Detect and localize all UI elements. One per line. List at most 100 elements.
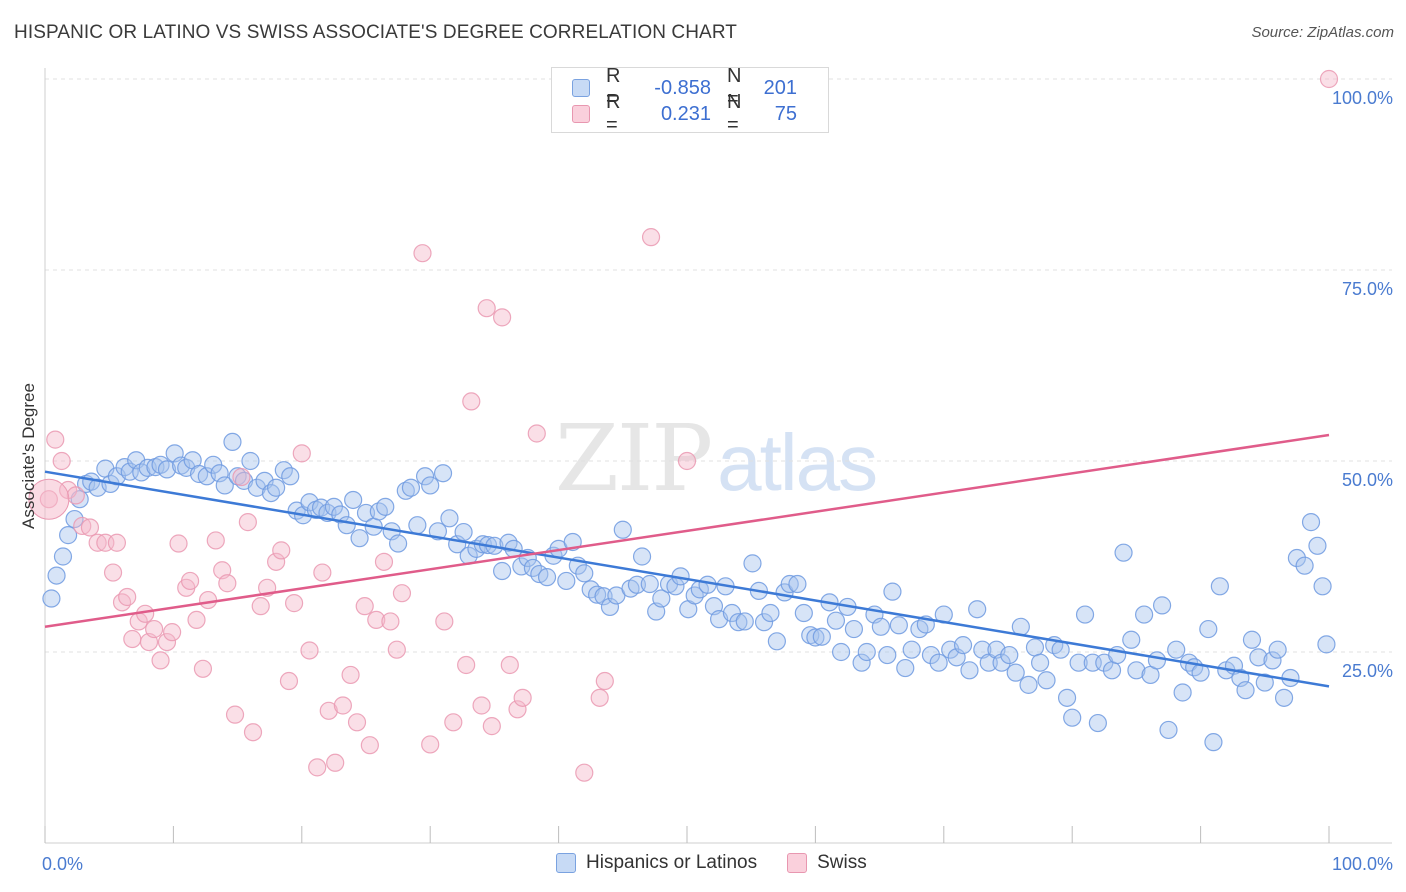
legend-swatch-blue [572, 79, 590, 97]
point-hispanics [1122, 630, 1141, 649]
point-hispanics [1075, 605, 1095, 624]
point-swiss [243, 723, 263, 742]
point-swiss [107, 533, 127, 552]
point-swiss [326, 753, 345, 772]
point-swiss [232, 467, 251, 487]
point-swiss [267, 552, 286, 571]
point-hispanics [1173, 683, 1192, 702]
point-swiss [52, 451, 71, 471]
point-swiss [118, 587, 137, 607]
point-hispanics [59, 526, 78, 545]
point-swiss [279, 671, 299, 691]
legend-r-label: R = [606, 91, 621, 136]
point-swiss [392, 584, 412, 603]
point-swiss [272, 541, 291, 560]
point-swiss [308, 758, 327, 777]
point-hispanics [953, 636, 973, 655]
point-hispanics [806, 628, 825, 647]
point-swiss [333, 696, 352, 715]
point-hispanics [722, 603, 742, 623]
point-swiss [677, 451, 697, 471]
point-swiss [367, 610, 386, 630]
point-hispanics [613, 520, 632, 539]
point-swiss [374, 552, 394, 571]
point-hispanics [300, 493, 319, 512]
point-hispanics [1152, 596, 1172, 615]
point-hispanics [1308, 536, 1327, 555]
x-tick-label-max: 100.0% [1332, 854, 1393, 874]
point-hispanics [331, 505, 350, 524]
point-hispanics [47, 566, 66, 585]
point-hispanics [1025, 638, 1045, 657]
point-swiss [444, 713, 463, 732]
point-swiss [590, 688, 609, 707]
point-hispanics [1268, 640, 1287, 659]
point-hispanics [389, 534, 408, 553]
point-hispanics [65, 509, 84, 529]
point-hispanics [1199, 619, 1218, 639]
point-hispanics [157, 460, 177, 479]
point-swiss [500, 655, 519, 675]
watermark-atlas: atlas [717, 418, 878, 507]
point-hispanics [1030, 653, 1050, 672]
point-hispanics [1249, 648, 1268, 667]
legend-swatch-blue [556, 853, 576, 873]
point-hispanics [960, 661, 979, 680]
point-hispanics [761, 603, 780, 623]
point-hispanics [921, 645, 941, 665]
point-swiss [157, 632, 177, 652]
grid-lines [45, 78, 1392, 653]
point-hispanics [594, 587, 613, 606]
point-hispanics [871, 617, 890, 636]
point-hispanics [1204, 733, 1223, 752]
point-hispanics [1255, 673, 1274, 692]
point-hispanics [344, 490, 363, 510]
point-swiss [421, 735, 440, 754]
point-hispanics [652, 589, 671, 608]
point-swiss [360, 736, 379, 755]
point-hispanics [812, 627, 831, 646]
point-swiss [381, 612, 400, 631]
point-swiss [462, 392, 481, 411]
point-hispanics [53, 547, 73, 566]
point-hispanics [754, 613, 774, 632]
y-tick-label: 25.0% [1342, 661, 1393, 681]
source-label: Source: ZipAtlas.com [1251, 24, 1394, 41]
watermark: ZIPatlas [555, 405, 878, 512]
point-swiss [238, 513, 257, 532]
point-swiss [300, 641, 319, 660]
point-hispanics [857, 642, 876, 662]
point-hispanics [557, 571, 576, 591]
point-hispanics [1159, 720, 1178, 740]
point-hispanics [241, 451, 260, 471]
tick-labels: 25.0% 50.0% 75.0% 100.0% 0.0% 100.0% Associate… [19, 88, 1393, 874]
point-hispanics [780, 574, 799, 594]
point-swiss [169, 534, 188, 553]
legend-swatch-pink [787, 853, 808, 873]
point-swiss [513, 688, 532, 707]
point-hispanics [223, 432, 242, 451]
chart-title: HISPANIC OR LATINO VS SWISS ASSOCIATE'S … [14, 22, 738, 43]
point-hispanics [794, 603, 813, 623]
legend-row-swiss: R = 0.231 N = 75 [572, 91, 797, 136]
y-tick-label: 100.0% [1332, 88, 1393, 108]
point-hispanics [376, 497, 395, 516]
point-hispanics [1114, 543, 1133, 562]
series-legend: Hispanics or Latinos Swiss [556, 852, 897, 874]
point-hispanics [1069, 653, 1088, 672]
point-hispanics [1317, 635, 1336, 654]
point-hispanics [1236, 681, 1255, 700]
point-swiss [1319, 69, 1339, 89]
legend-n-value: 201 [763, 76, 797, 99]
point-swiss [472, 696, 491, 715]
point-hispanics [575, 564, 594, 583]
point-swiss [575, 763, 594, 782]
point-swiss [163, 623, 182, 642]
point-swiss [198, 590, 218, 610]
point-hispanics [1102, 661, 1122, 680]
point-hispanics [896, 658, 915, 678]
point-hispanics [1167, 640, 1186, 659]
y-tick-label: 75.0% [1342, 279, 1393, 299]
point-hispanics [337, 516, 356, 535]
watermark-zip: ZIP [555, 405, 713, 512]
